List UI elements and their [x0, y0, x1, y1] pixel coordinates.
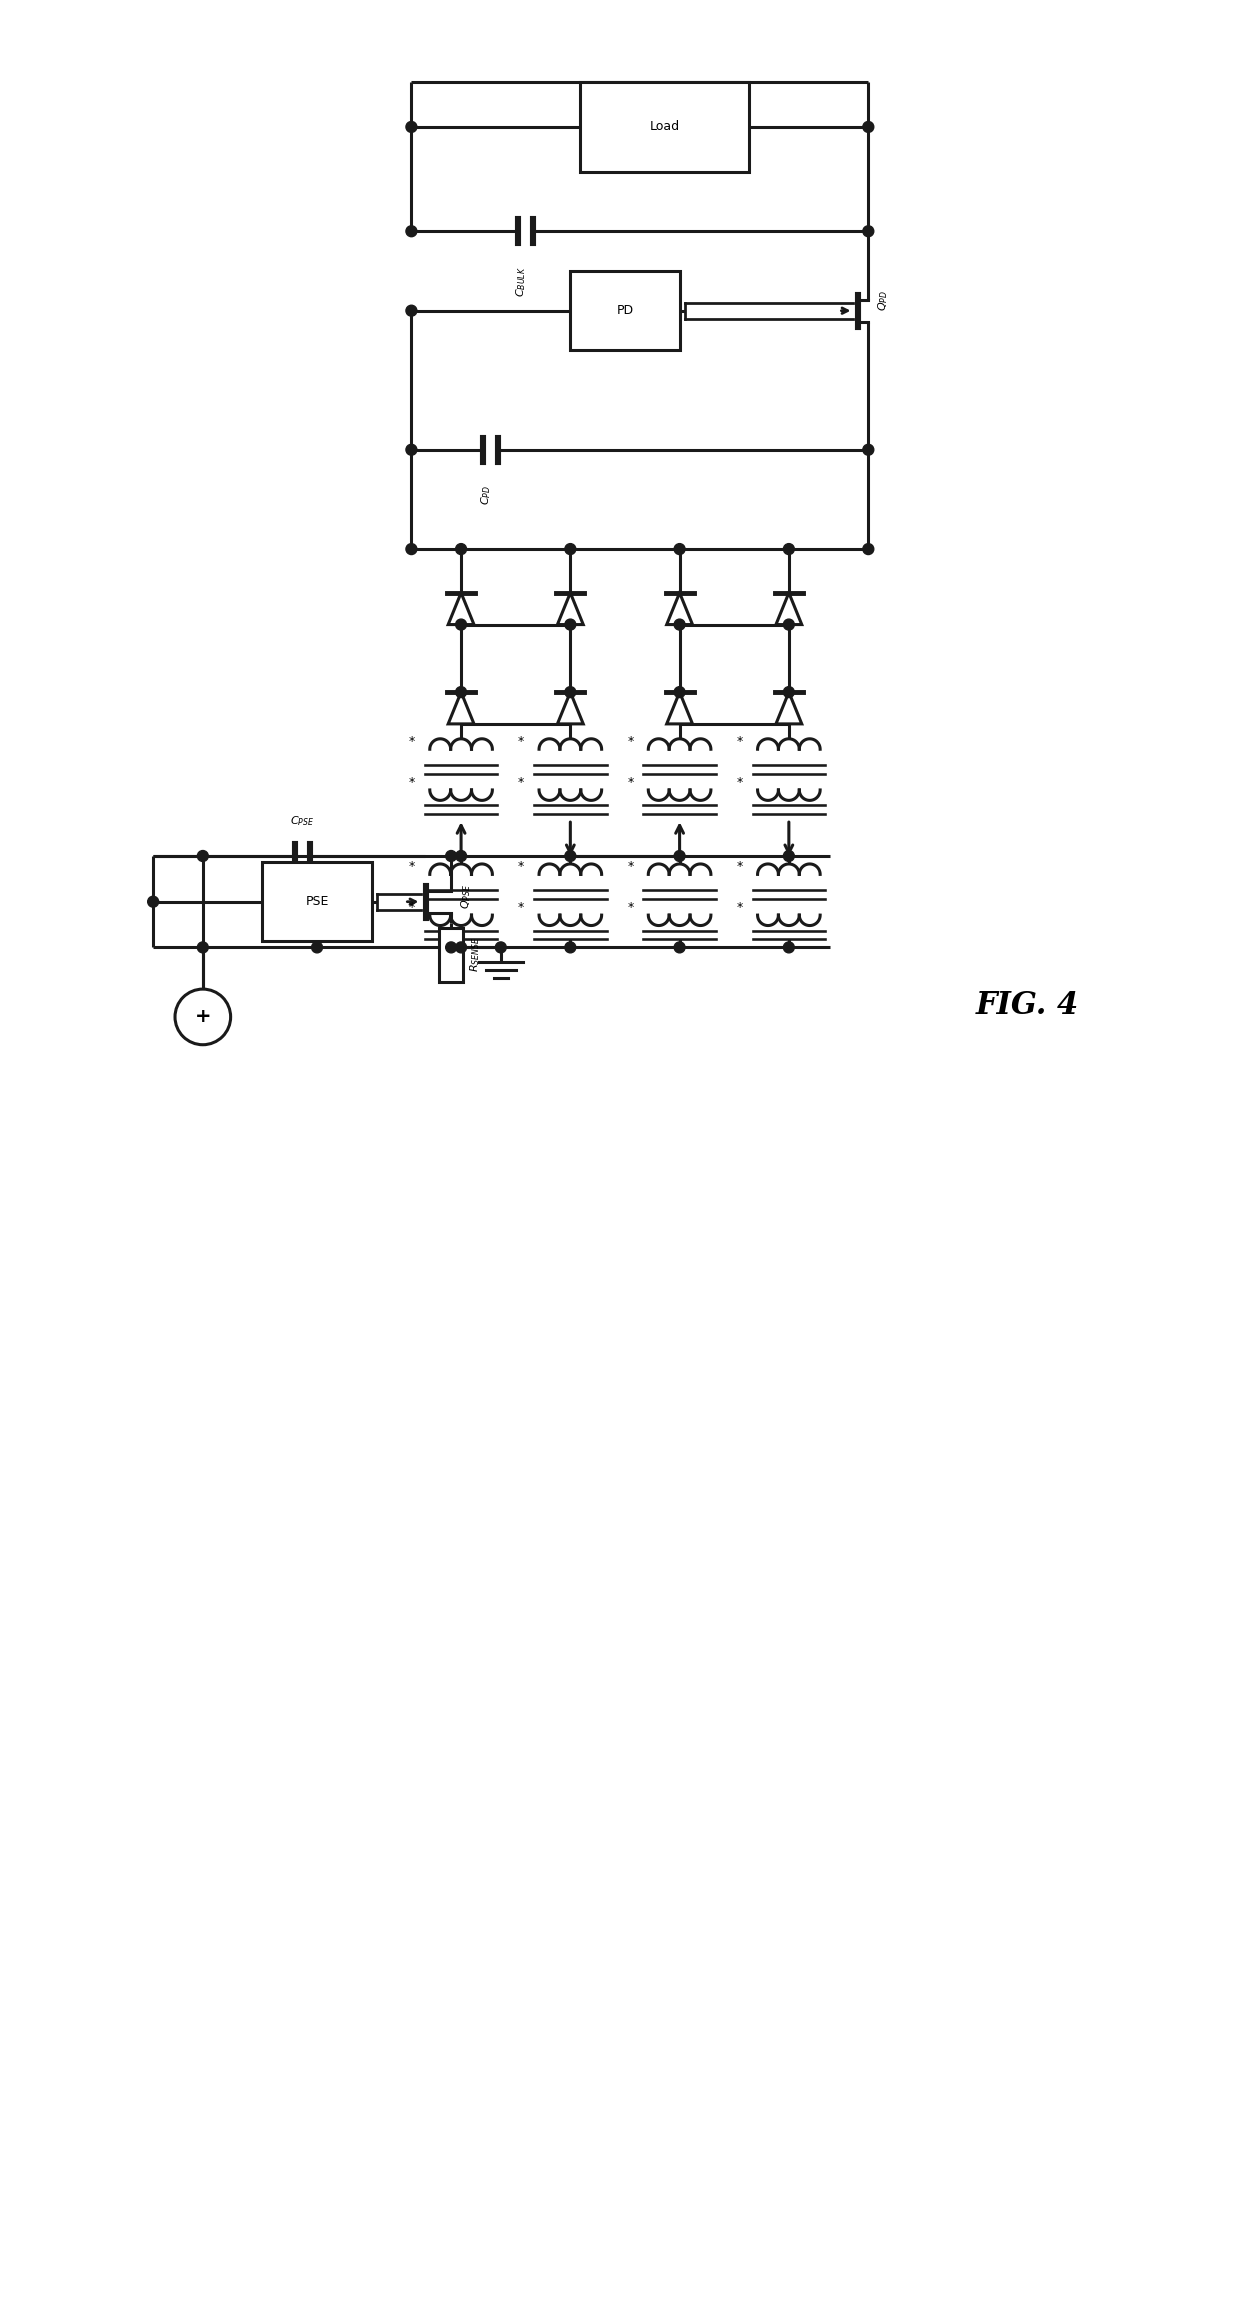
Polygon shape — [448, 592, 474, 625]
Circle shape — [455, 544, 466, 556]
Circle shape — [675, 687, 684, 698]
Circle shape — [565, 544, 575, 556]
Text: *: * — [518, 735, 525, 749]
Circle shape — [863, 544, 874, 556]
Text: *: * — [737, 777, 743, 788]
Circle shape — [863, 445, 874, 454]
Polygon shape — [776, 692, 802, 724]
Polygon shape — [558, 592, 583, 625]
Text: *: * — [409, 735, 415, 749]
Circle shape — [784, 943, 795, 952]
Circle shape — [405, 122, 417, 131]
Text: *: * — [627, 901, 634, 915]
Text: *: * — [737, 735, 743, 749]
Text: *: * — [518, 901, 525, 915]
Circle shape — [197, 943, 208, 952]
Text: Load: Load — [650, 120, 680, 134]
Text: +: + — [195, 1007, 211, 1026]
Text: $C_{PD}$: $C_{PD}$ — [479, 484, 492, 505]
Text: PD: PD — [616, 304, 634, 318]
Text: *: * — [737, 901, 743, 915]
Circle shape — [784, 687, 795, 698]
Polygon shape — [558, 692, 583, 724]
Circle shape — [495, 943, 506, 952]
Circle shape — [445, 851, 456, 862]
Circle shape — [197, 851, 208, 862]
Circle shape — [565, 943, 575, 952]
Circle shape — [675, 943, 684, 952]
Circle shape — [455, 620, 466, 629]
Bar — [570, 272, 680, 350]
Circle shape — [405, 304, 417, 316]
Text: PSE: PSE — [305, 894, 329, 908]
Circle shape — [455, 687, 466, 698]
Text: *: * — [409, 860, 415, 874]
Circle shape — [675, 620, 684, 629]
Circle shape — [175, 989, 231, 1044]
Text: $R_{SENSE}$: $R_{SENSE}$ — [467, 938, 482, 973]
Circle shape — [311, 943, 322, 952]
Circle shape — [148, 897, 159, 908]
Circle shape — [675, 544, 684, 556]
Text: *: * — [409, 901, 415, 915]
Polygon shape — [667, 692, 692, 724]
Bar — [580, 83, 749, 171]
Circle shape — [405, 226, 417, 237]
Circle shape — [455, 851, 466, 862]
Circle shape — [405, 445, 417, 454]
Circle shape — [784, 851, 795, 862]
Circle shape — [445, 943, 456, 952]
Circle shape — [675, 851, 684, 862]
Polygon shape — [448, 692, 474, 724]
Text: FIG. 4: FIG. 4 — [976, 991, 1079, 1021]
Text: *: * — [627, 777, 634, 788]
Text: $Q_{PSE}$: $Q_{PSE}$ — [459, 885, 472, 910]
Circle shape — [784, 620, 795, 629]
Text: *: * — [518, 860, 525, 874]
Circle shape — [565, 687, 575, 698]
Polygon shape — [776, 592, 802, 625]
Circle shape — [863, 226, 874, 237]
Text: *: * — [409, 777, 415, 788]
Circle shape — [405, 544, 417, 556]
Text: $C_{BULK}$: $C_{BULK}$ — [513, 265, 527, 297]
Text: *: * — [737, 860, 743, 874]
Text: $C_{PSE}$: $C_{PSE}$ — [290, 814, 314, 827]
Bar — [263, 862, 372, 940]
Circle shape — [565, 620, 575, 629]
Circle shape — [784, 544, 795, 556]
Polygon shape — [667, 592, 692, 625]
Circle shape — [863, 122, 874, 131]
Circle shape — [455, 943, 466, 952]
Bar — [439, 927, 463, 982]
Text: *: * — [518, 777, 525, 788]
Text: *: * — [627, 860, 634, 874]
Circle shape — [565, 851, 575, 862]
Text: $Q_{PD}$: $Q_{PD}$ — [877, 290, 890, 311]
Text: *: * — [627, 735, 634, 749]
